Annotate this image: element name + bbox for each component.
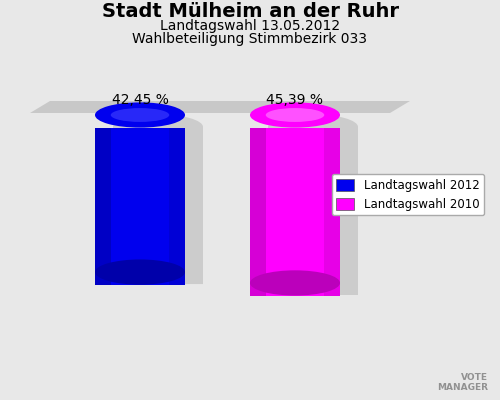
Polygon shape [95, 272, 203, 284]
Ellipse shape [268, 114, 358, 140]
Ellipse shape [95, 260, 185, 285]
Text: Wahlbeteiligung Stimmbezirk 033: Wahlbeteiligung Stimmbezirk 033 [132, 32, 368, 46]
Polygon shape [113, 127, 203, 284]
Bar [95, 128, 111, 285]
Text: 42,45 %: 42,45 % [112, 93, 168, 107]
Polygon shape [268, 127, 358, 295]
Legend: Landtagswahl 2012, Landtagswahl 2010: Landtagswahl 2012, Landtagswahl 2010 [332, 174, 484, 215]
Text: VOTE
MANAGER: VOTE MANAGER [437, 373, 488, 392]
Bar [250, 128, 266, 296]
Text: 45,39 %: 45,39 % [266, 93, 324, 107]
Ellipse shape [250, 270, 340, 296]
Polygon shape [30, 101, 410, 113]
Ellipse shape [113, 114, 203, 140]
Text: Landtagswahl 13.05.2012: Landtagswahl 13.05.2012 [160, 19, 340, 33]
Ellipse shape [250, 102, 340, 128]
Ellipse shape [266, 108, 324, 122]
Bar [169, 128, 185, 285]
Bar [250, 128, 340, 296]
Ellipse shape [95, 102, 185, 128]
Text: Stadt Mülheim an der Ruhr: Stadt Mülheim an der Ruhr [102, 2, 399, 21]
Bar [95, 128, 185, 285]
Ellipse shape [111, 108, 169, 122]
Polygon shape [250, 283, 358, 295]
Bar [324, 128, 340, 296]
